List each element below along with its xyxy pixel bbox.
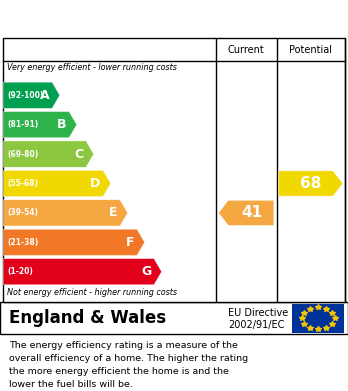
Text: The energy efficiency rating is a measure of the
overall efficiency of a home. T: The energy efficiency rating is a measur… xyxy=(9,341,248,389)
Text: (81-91): (81-91) xyxy=(8,120,39,129)
Polygon shape xyxy=(3,229,145,255)
Text: (92-100): (92-100) xyxy=(8,91,44,100)
Polygon shape xyxy=(3,200,128,226)
Text: C: C xyxy=(74,147,83,161)
Polygon shape xyxy=(3,111,77,138)
Text: F: F xyxy=(126,236,134,249)
Polygon shape xyxy=(3,258,161,285)
Text: B: B xyxy=(57,118,66,131)
Polygon shape xyxy=(3,82,60,108)
Polygon shape xyxy=(3,170,111,197)
Text: E: E xyxy=(109,206,117,219)
Text: G: G xyxy=(141,265,151,278)
Text: 68: 68 xyxy=(300,176,321,191)
Text: Very energy efficient - lower running costs: Very energy efficient - lower running co… xyxy=(7,63,177,72)
Text: (69-80): (69-80) xyxy=(8,150,39,159)
Text: EU Directive: EU Directive xyxy=(228,308,288,318)
Text: (21-38): (21-38) xyxy=(8,238,39,247)
Text: (55-68): (55-68) xyxy=(8,179,39,188)
Text: Not energy efficient - higher running costs: Not energy efficient - higher running co… xyxy=(7,288,177,297)
Text: Current: Current xyxy=(228,45,264,54)
Text: England & Wales: England & Wales xyxy=(9,309,166,327)
Text: 2002/91/EC: 2002/91/EC xyxy=(228,320,284,330)
Text: (39-54): (39-54) xyxy=(8,208,39,217)
Text: (1-20): (1-20) xyxy=(8,267,33,276)
Text: 41: 41 xyxy=(241,205,262,221)
Polygon shape xyxy=(219,200,274,226)
Text: Potential: Potential xyxy=(289,45,332,54)
Text: Energy Efficiency Rating: Energy Efficiency Rating xyxy=(9,10,238,28)
Polygon shape xyxy=(3,141,94,167)
Text: D: D xyxy=(90,177,100,190)
Polygon shape xyxy=(278,171,343,196)
Text: A: A xyxy=(40,89,49,102)
